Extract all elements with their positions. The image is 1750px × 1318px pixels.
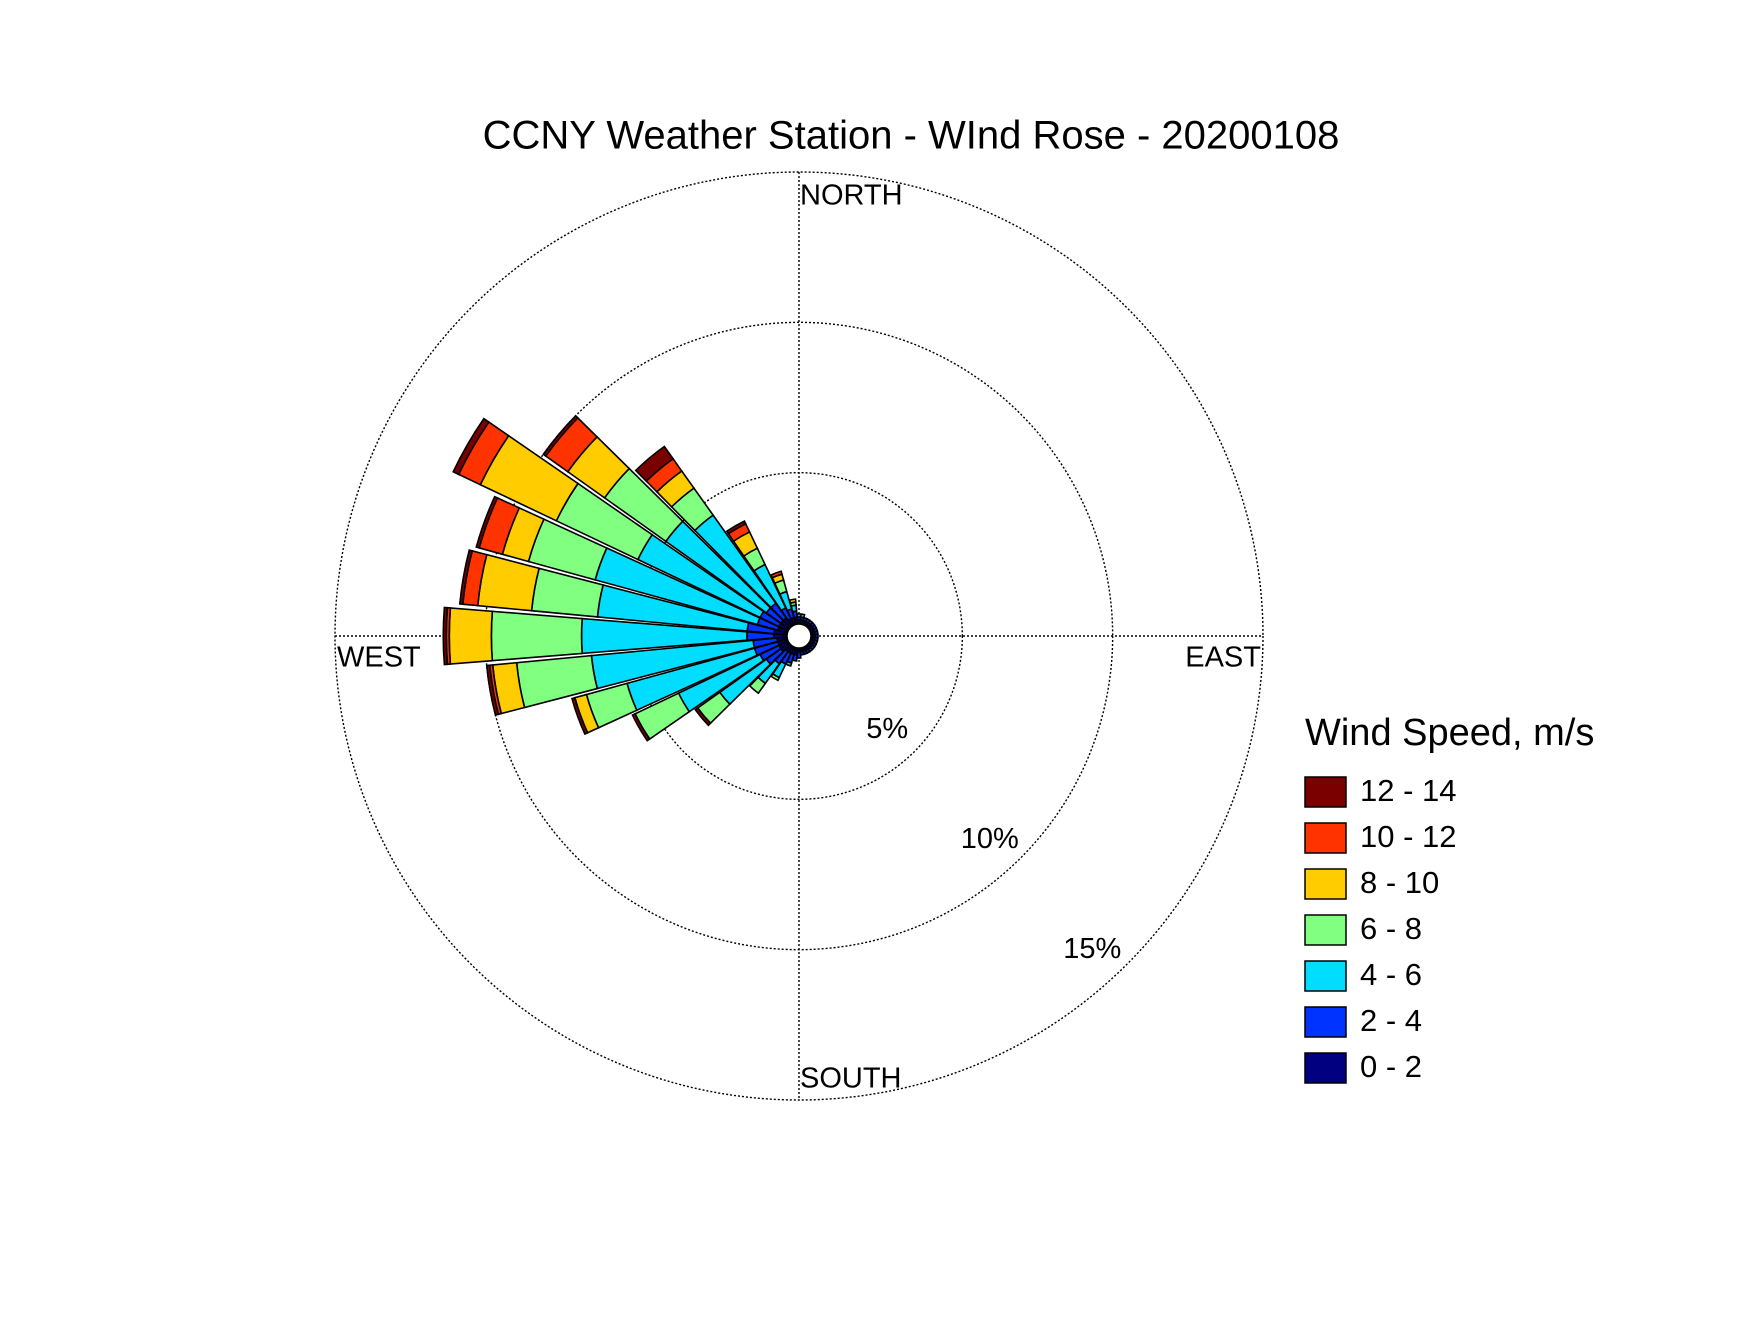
legend-swatch — [1305, 961, 1346, 991]
direction-label: WEST — [337, 642, 421, 674]
petal-segment — [790, 599, 796, 603]
r-tick-label: 5% — [866, 713, 908, 745]
legend-swatch — [1305, 777, 1346, 807]
legend-label: 10 - 12 — [1360, 819, 1457, 854]
r-tick-label: 15% — [1063, 933, 1121, 965]
legend-swatch — [1305, 1007, 1346, 1037]
petal-segment — [443, 607, 447, 664]
legend-swatch — [1305, 823, 1346, 853]
legend-label: 4 - 6 — [1360, 957, 1422, 992]
legend-swatch — [1305, 869, 1346, 899]
legend-swatch — [1305, 915, 1346, 945]
chart-title: CCNY Weather Station - WInd Rose - 20200… — [483, 114, 1340, 158]
direction-label: EAST — [1185, 642, 1261, 674]
legend-label: 8 - 10 — [1360, 865, 1439, 900]
r-tick-label: 10% — [961, 823, 1019, 855]
legend-swatch — [1305, 1053, 1346, 1083]
legend-title: Wind Speed, m/s — [1305, 712, 1594, 754]
direction-label: SOUTH — [800, 1063, 902, 1095]
center-hole — [787, 624, 811, 648]
petal-segment — [449, 608, 492, 664]
legend-label: 0 - 2 — [1360, 1049, 1422, 1084]
legend-label: 6 - 8 — [1360, 911, 1422, 946]
direction-label: NORTH — [800, 180, 903, 212]
petal-segment — [491, 611, 582, 660]
legend-label: 12 - 14 — [1360, 773, 1457, 808]
legend-label: 2 - 4 — [1360, 1003, 1422, 1038]
